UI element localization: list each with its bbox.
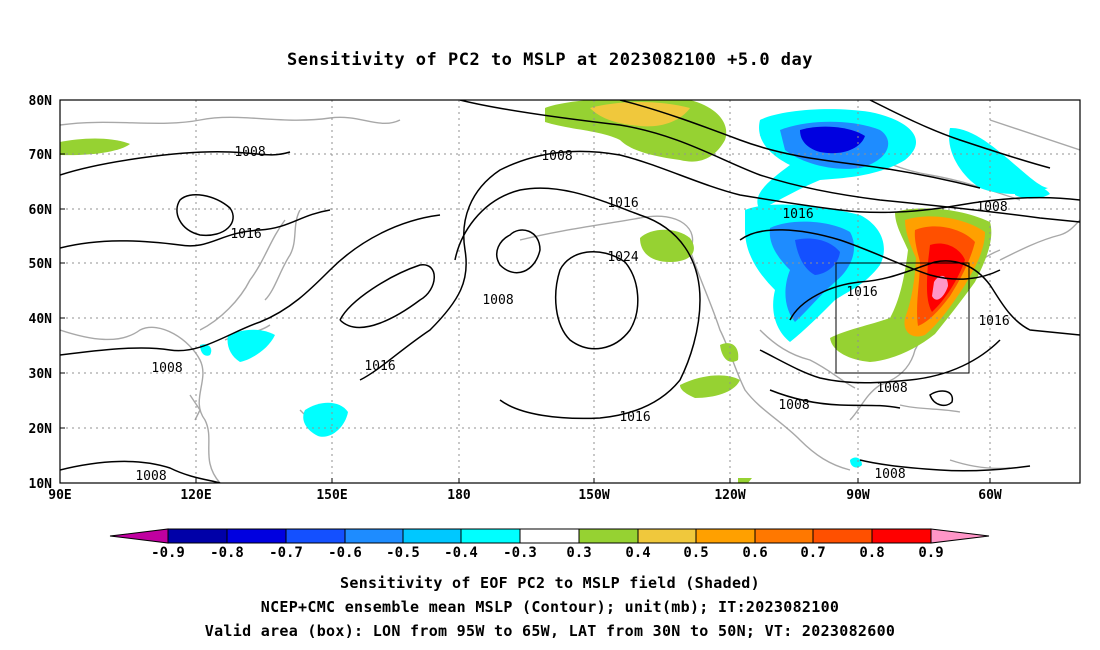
lat-label: 40N (29, 312, 53, 327)
lat-label: 30N (29, 367, 53, 382)
lat-label: 60N (29, 203, 53, 218)
latitude-labels: 80N 70N 60N 50N 40N 30N 20N 10N (29, 94, 53, 492)
colorbar-label: 0.4 (625, 545, 650, 561)
lat-label: 20N (29, 422, 53, 437)
contour-label: 1008 (151, 361, 182, 376)
colorbar-swatch (460, 528, 521, 544)
colorbar-min-arrow (109, 528, 169, 544)
colorbar-swatch (812, 528, 873, 544)
contour-label: 1016 (782, 207, 813, 222)
contour-labels: 1008 1008 1016 1016 1008 1024 1008 1016 … (135, 145, 1009, 484)
contour-label: 1016 (364, 359, 395, 374)
lon-label: 60W (978, 488, 1002, 503)
contour-label: 1008 (482, 293, 513, 308)
colorbar-label: 0.7 (800, 545, 825, 561)
contour-label: 1008 (234, 145, 265, 160)
contour-label: 1016 (230, 227, 261, 242)
longitude-labels: 90E 120E 150E 180 150W 120W 90W 60W (48, 488, 1002, 503)
colorbar-swatch (285, 528, 346, 544)
contour-label: 1008 (541, 149, 572, 164)
lat-label: 10N (29, 477, 53, 492)
contour-label: 1016 (846, 285, 877, 300)
caption-line-3: Valid area (box): LON from 95W to 65W, L… (204, 622, 896, 640)
colorbar-swatch (344, 528, 404, 544)
colorbar-swatch (871, 528, 932, 544)
colorbar-label: 0.6 (742, 545, 767, 561)
colorbar-swatch (226, 528, 287, 544)
tick-marks (60, 99, 991, 483)
colorbar-label: -0.7 (269, 545, 303, 561)
contour-label: 1008 (876, 381, 907, 396)
colorbar-label: 0.8 (859, 545, 884, 561)
contour-label: 1016 (619, 410, 650, 425)
lon-label: 90E (48, 488, 71, 503)
lon-label: 180 (447, 488, 471, 503)
contour-label: 1008 (976, 200, 1007, 215)
color-bar (109, 528, 990, 544)
colorbar-label: -0.8 (210, 545, 244, 561)
contour-label: 1016 (607, 196, 638, 211)
lat-label: 50N (29, 257, 53, 272)
colorbar-label: -0.9 (151, 545, 185, 561)
colorbar-label: -0.3 (503, 545, 537, 561)
colorbar-labels: -0.9 -0.8 -0.7 -0.6 -0.5 -0.4 -0.3 0.3 0… (151, 545, 944, 561)
lon-label: 150W (578, 488, 609, 503)
map-body: 1008 1008 1016 1016 1008 1024 1008 1016 … (60, 100, 1080, 484)
lon-label: 150E (316, 488, 347, 503)
caption-line-2: NCEP+CMC ensemble mean MSLP (Contour); u… (260, 598, 840, 616)
caption-line-1: Sensitivity of EOF PC2 to MSLP field (Sh… (340, 574, 760, 592)
colorbar-swatch (578, 528, 639, 544)
colorbar-swatch (402, 528, 462, 544)
colorbar-swatch (637, 528, 697, 544)
colorbar-label: 0.5 (683, 545, 708, 561)
colorbar-swatch (695, 528, 756, 544)
colorbar-swatch (754, 528, 814, 544)
lat-label: 70N (29, 148, 53, 163)
lon-label: 90W (846, 488, 870, 503)
contour-label: 1008 (135, 469, 166, 484)
contour-label: 1008 (778, 398, 809, 413)
colorbar-swatch (519, 528, 580, 544)
map-frame (59, 99, 1081, 484)
colorbar-label: -0.5 (386, 545, 420, 561)
colorbar-label: 0.3 (566, 545, 591, 561)
contour-label: 1016 (978, 314, 1009, 329)
lat-label: 80N (29, 94, 53, 109)
colorbar-label: -0.6 (328, 545, 362, 561)
contour-label: 1008 (874, 467, 905, 482)
colorbar-swatch (167, 528, 228, 544)
figure-title: Sensitivity of PC2 to MSLP at 2023082100… (286, 50, 813, 70)
lon-label: 120W (714, 488, 745, 503)
mslp-contours (60, 100, 1080, 483)
lon-label: 120E (180, 488, 211, 503)
valid-area-box (835, 262, 970, 374)
colorbar-label: -0.4 (444, 545, 478, 561)
colorbar-max-arrow (930, 528, 990, 544)
contour-label: 1024 (607, 250, 638, 265)
colorbar-label: 0.9 (918, 545, 943, 561)
